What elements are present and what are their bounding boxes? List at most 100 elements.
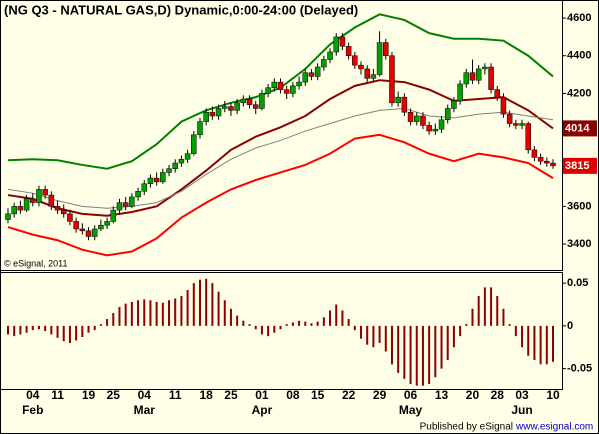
band-line	[7, 107, 554, 209]
candle-body	[494, 89, 501, 98]
candle-body	[321, 59, 327, 68]
candle-body	[147, 177, 154, 185]
candle-body	[463, 72, 470, 85]
x-tick-label: 20	[466, 388, 480, 402]
oscillator-bar	[304, 321, 307, 326]
candle-body	[271, 81, 278, 88]
chart-title: (NG Q3 - NATURAL GAS,D) Dynamic,0:00-24:…	[4, 2, 358, 17]
oscillator-bar	[353, 325, 356, 331]
oscillator-bar	[254, 325, 257, 330]
candle-body	[104, 221, 110, 226]
candle-body	[389, 55, 395, 104]
candle-body	[407, 111, 414, 122]
x-tick-label: 22	[342, 388, 356, 402]
x-tick-label: 15	[311, 388, 325, 402]
candle-body	[537, 157, 544, 162]
x-tick-label: 03	[515, 388, 529, 402]
oscillator-bar	[329, 310, 332, 326]
candle-body	[48, 194, 55, 207]
oscillator-bar	[378, 325, 381, 343]
x-tick-label: 25	[224, 388, 238, 402]
candle-body	[17, 206, 24, 211]
oscillator-bar	[347, 319, 350, 326]
oscillator-bar	[75, 325, 78, 341]
oscillator-bar	[397, 325, 400, 373]
x-tick-label: 29	[373, 388, 387, 402]
y-tick-label: 0.05	[567, 277, 588, 289]
oscillator-bar	[372, 325, 375, 348]
oscillator-bar	[403, 325, 406, 379]
oscillator-bar	[316, 321, 319, 326]
oscillator-bar	[217, 291, 220, 326]
oscillator-bar	[483, 287, 486, 326]
oscillator-bar	[465, 324, 468, 326]
candle-body	[302, 72, 309, 83]
oscillator-bar	[539, 325, 542, 365]
oscillator-bar	[68, 325, 71, 343]
oscillator-bar	[415, 325, 418, 386]
x-tick-label: 01	[255, 388, 269, 402]
candle-body	[383, 42, 389, 56]
candle-body	[54, 206, 61, 211]
candle-body	[79, 228, 86, 232]
oscillator-bar	[7, 325, 9, 335]
oscillator-bar	[514, 325, 517, 337]
candle-body	[85, 230, 92, 237]
oscillator-bar	[236, 315, 239, 326]
candle-body	[420, 115, 426, 126]
candle-body	[209, 111, 216, 117]
candle-body	[5, 213, 11, 220]
month-label: Mar	[134, 403, 156, 417]
candle-body	[184, 153, 191, 160]
oscillator-bar	[174, 298, 177, 326]
candle-body	[98, 224, 104, 230]
candle-body	[259, 93, 265, 109]
url[interactable]: www.esignal.com	[515, 422, 593, 433]
oscillator-bar	[50, 325, 53, 335]
oscillator-bar	[496, 295, 499, 326]
oscillator-bar	[335, 304, 338, 326]
copyright: © eSignal, 2011	[4, 258, 68, 268]
candle-body	[91, 228, 98, 237]
candle-body	[314, 66, 321, 77]
candle-body	[153, 177, 160, 183]
oscillator-bar	[360, 325, 363, 339]
candle-body	[333, 36, 339, 53]
oscillator-bar	[118, 307, 121, 326]
candle-body	[457, 83, 463, 102]
oscillator-bar	[62, 325, 65, 342]
candle-body	[414, 115, 420, 122]
candle-body	[550, 162, 556, 167]
candle-body	[277, 81, 284, 90]
oscillator-bar	[137, 300, 140, 326]
candle-body	[67, 213, 73, 222]
y-tick-label: 3400	[567, 238, 591, 250]
oscillator-bar	[192, 283, 195, 326]
oscillator-bar	[267, 325, 270, 337]
last-value-label: 4014	[565, 122, 590, 134]
oscillator-bar	[31, 325, 34, 331]
oscillator-bar	[428, 325, 431, 385]
candle-body	[234, 102, 240, 111]
candle-body	[191, 134, 197, 154]
oscillator-bar	[198, 279, 201, 326]
candle-body	[358, 64, 364, 70]
candle-body	[352, 55, 358, 66]
oscillator-bar	[440, 325, 443, 369]
oscillator-bar	[19, 325, 22, 335]
candle-body	[110, 209, 117, 222]
oscillator-panel	[0, 272, 563, 390]
oscillator-bar	[124, 303, 127, 326]
last-value-label: 3815	[565, 160, 589, 172]
oscillator-bar	[205, 278, 208, 326]
candle-body	[11, 206, 17, 215]
candle-body	[519, 123, 525, 126]
oscillator-bar	[545, 325, 548, 365]
x-tick-label: 11	[169, 388, 182, 402]
oscillator-bar	[37, 325, 40, 330]
x-tick-label: 18	[200, 388, 214, 402]
candle-body	[215, 108, 222, 117]
candle-body	[451, 100, 457, 109]
